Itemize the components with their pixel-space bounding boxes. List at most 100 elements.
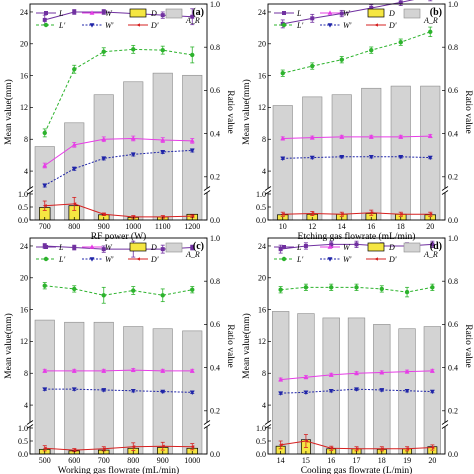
marker-Wp <box>71 166 77 172</box>
y2tick-label: 0.8 <box>448 277 458 286</box>
line-Wp <box>282 156 431 159</box>
xtick-label: 600 <box>68 456 80 465</box>
panel-label: (b) <box>430 7 442 18</box>
marker-Wp <box>303 390 309 395</box>
axis-break-mark <box>441 186 449 191</box>
xtick-label: 14 <box>338 222 346 231</box>
marker-Lp <box>430 285 435 290</box>
marker-Wp <box>278 391 284 396</box>
legend-marker-Lp <box>281 256 287 262</box>
xtick-label: 16 <box>367 222 375 231</box>
legend-label-d: D <box>388 243 395 252</box>
y-axis-label: Mean value(mm) <box>3 313 14 379</box>
line-L <box>282 0 415 25</box>
ar-bar <box>123 81 144 221</box>
axis-break-mark <box>203 424 211 429</box>
marker-L <box>339 11 344 16</box>
ar-bar <box>297 313 315 455</box>
marker-L <box>369 5 374 10</box>
marker-Lp <box>72 67 77 72</box>
ytick-label: 16 <box>20 305 28 314</box>
legend-label-d: D <box>150 243 157 252</box>
axis-break-mark <box>203 420 211 425</box>
marker-W <box>101 136 107 142</box>
marker-Dp <box>329 446 334 450</box>
marker-Lp <box>339 57 344 62</box>
legend-label-ar: A_R <box>423 16 438 25</box>
line-Dp <box>44 445 193 451</box>
ytick-label: 1.0 <box>256 190 266 199</box>
y2tick-label: 0.8 <box>210 277 220 286</box>
marker-W <box>189 368 195 373</box>
legend-label-ar: A_R <box>185 16 200 25</box>
marker-Wp <box>160 150 166 155</box>
panel-d: 0.0 0.5 1.0 4 8 12 16 20 24 0.0 0.2 0.4 0.6 0.8 1.0 14 1… <box>241 234 473 474</box>
marker-Dp <box>101 212 106 216</box>
legend-marker-Wp <box>89 23 95 28</box>
xtick-label: 16 <box>327 456 335 465</box>
marker-Wp <box>328 388 334 394</box>
marker-Wp <box>71 387 77 392</box>
marker-Wp <box>189 148 195 153</box>
marker-L <box>160 247 165 252</box>
marker-Wp <box>130 152 136 157</box>
legend-marker-Dp <box>374 257 378 261</box>
legend-marker-W <box>327 10 333 15</box>
marker-Dp <box>160 215 165 219</box>
axis-break-mark <box>203 190 211 195</box>
x-axis-label: Cooling gas flowrate (L/min) <box>301 465 413 474</box>
legend-marker-Dp <box>374 23 378 27</box>
y2-axis-label: Ratio value <box>225 90 235 134</box>
axis-break-mark <box>26 190 34 195</box>
y2tick-label: 0.2 <box>210 407 220 416</box>
marker-Lp <box>280 71 285 76</box>
y2tick-label: 0.8 <box>448 43 458 52</box>
ar-bar <box>152 72 173 221</box>
marker-W <box>101 368 107 373</box>
axis-break-mark <box>26 424 34 429</box>
marker-Dp <box>369 211 374 215</box>
legend-swatch-ar <box>165 242 183 253</box>
marker-Wp <box>398 154 404 160</box>
marker-Wp <box>42 387 48 392</box>
marker-Lp <box>42 130 47 136</box>
ar-bar <box>347 317 366 455</box>
marker-L <box>160 13 165 18</box>
ytick-label: 24 <box>258 242 266 251</box>
marker-W <box>130 367 136 372</box>
marker-L <box>190 14 195 19</box>
line-Wp <box>44 388 193 393</box>
y2-axis-label: Ratio value <box>225 324 235 368</box>
marker-Wp <box>368 154 374 160</box>
axis-break-gap <box>441 188 449 193</box>
y2tick-label: 0.4 <box>210 363 220 372</box>
xtick-label: 15 <box>302 456 310 465</box>
marker-Dp <box>310 211 315 216</box>
marker-Lp <box>278 287 283 292</box>
legend-marker-L <box>282 245 286 249</box>
ytick-label: 1.0 <box>18 424 28 433</box>
ar-bar <box>272 105 293 221</box>
panel-c: 0.0 0.5 1.0 4 8 12 16 20 24 0.0 0.2 0.4 0.6 0.8 1.0 500… <box>3 234 235 474</box>
ytick-label: 16 <box>20 71 28 80</box>
axis-break-mark <box>26 420 34 425</box>
y-axis-label: Mean value(mm) <box>241 313 252 379</box>
axis-break-mark <box>264 424 272 429</box>
ar-bar <box>420 85 441 221</box>
legend-marker-Wp <box>89 257 95 262</box>
legend-label-Dp: D' <box>388 21 397 30</box>
marker-Dp <box>101 447 106 451</box>
marker-Wp <box>429 389 435 395</box>
legend-marker-Wp <box>327 257 333 262</box>
legend-label-L: L <box>58 243 64 252</box>
marker-Lp <box>42 283 47 288</box>
marker-W <box>309 135 315 140</box>
legend-label-Lp: L' <box>296 21 303 30</box>
ytick-label: 1.0 <box>256 424 266 433</box>
line-W <box>282 135 431 139</box>
y2tick-label: 0.6 <box>448 86 458 95</box>
line-W <box>44 369 193 372</box>
axis-break-mark <box>441 190 449 195</box>
marker-Wp <box>427 155 433 161</box>
